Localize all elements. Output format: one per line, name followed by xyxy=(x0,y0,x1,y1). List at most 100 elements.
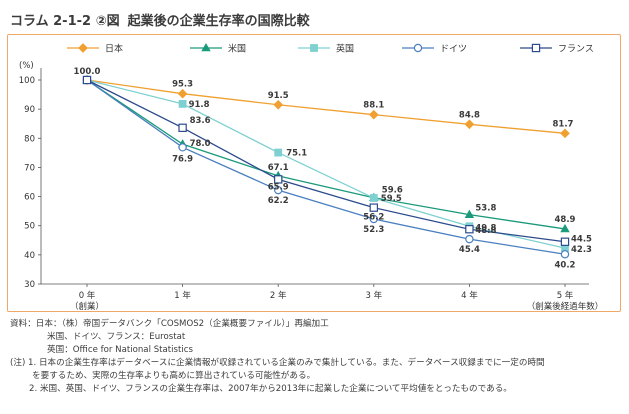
y-tick-label: 70 xyxy=(24,163,35,173)
data-point xyxy=(368,109,379,120)
line-chart: 日本 米国 英国 ドイツ フランス 30 40 50 60 70 80 90 100 (%) 0 年（創業）… xyxy=(19,43,603,313)
data-point xyxy=(177,88,188,99)
chart-frame xyxy=(7,34,621,312)
y-tick-label: 50 xyxy=(24,222,35,232)
data-label: 62.2 xyxy=(268,196,289,206)
data-label: 56.2 xyxy=(363,213,384,223)
data-label: 75.1 xyxy=(286,149,307,159)
data-label: 59.5 xyxy=(381,194,402,204)
source-notes: 資料：日本：（株）帝国データバンク「COSMOS2（企業概要ファイル）」再編加工… xyxy=(10,318,545,396)
data-label: 67.1 xyxy=(268,163,289,173)
data-label: 95.3 xyxy=(172,80,193,90)
data-label: 88.1 xyxy=(363,101,384,111)
data-label: 49.8 xyxy=(475,223,496,233)
series-line xyxy=(86,79,566,249)
legend-label: 米国 xyxy=(228,43,246,55)
y-tick-label: 30 xyxy=(24,280,35,290)
source-line-3: 英国：Office for National Statistics xyxy=(47,345,193,355)
data-point xyxy=(465,234,474,244)
legend-label: フランス xyxy=(558,44,594,55)
data-label: 53.8 xyxy=(475,204,496,214)
data-point xyxy=(369,214,378,224)
data-point xyxy=(178,123,187,132)
legend-item: 米国 xyxy=(190,43,246,55)
data-label: 76.9 xyxy=(172,154,193,164)
data-label: 100.0 xyxy=(74,67,101,77)
data-point xyxy=(465,225,474,234)
data-label: 78.0 xyxy=(190,139,211,149)
legend-item: フランス xyxy=(520,44,594,55)
y-tick-label: 90 xyxy=(24,105,35,115)
figure-title-text: 起業後の企業生存率の国際比較 xyxy=(127,14,310,29)
figure-title: コラム 2-1-2 ②図 起業後の企業生存率の国際比較 xyxy=(10,10,310,29)
chart-axes: 30 40 50 60 70 80 90 100 (%) 0 年（創業） 1 年 2 年 3 年 4 年 5… xyxy=(19,61,603,312)
data-point xyxy=(274,148,283,157)
series-line xyxy=(86,79,566,243)
legend-label: ドイツ xyxy=(440,45,467,55)
y-tick-label: 100 xyxy=(19,76,35,86)
x-tick-sublabel: （創業後経過年数） xyxy=(527,301,604,312)
data-label: 91.5 xyxy=(268,91,289,101)
series-line xyxy=(86,79,566,255)
data-point xyxy=(369,203,379,212)
data-label: 83.6 xyxy=(190,116,211,126)
data-label: 52.3 xyxy=(363,225,384,235)
data-point xyxy=(560,250,570,259)
data-point xyxy=(178,99,187,108)
legend-marker xyxy=(531,43,541,53)
note-line-2: 2. 米国、英国、ドイツ、フランスの企業生存率は、2007年から2013年に起業… xyxy=(29,384,512,394)
data-point xyxy=(560,128,570,139)
series-line xyxy=(86,79,566,134)
data-label: 65.9 xyxy=(268,182,289,192)
y-tick-label: 60 xyxy=(24,193,35,203)
data-point xyxy=(560,237,570,246)
series-フランス xyxy=(82,75,570,246)
note-line-1: (注) 1. 日本の企業生存率はデータベースに企業情報が収録されている企業のみで… xyxy=(10,358,545,368)
legend-item: 英国 xyxy=(298,43,354,55)
data-label: 91.8 xyxy=(189,100,210,110)
legend-item: ドイツ xyxy=(402,43,467,55)
x-tick-sublabel: （創業） xyxy=(70,301,104,312)
data-point xyxy=(273,99,284,110)
x-tick-label: 0 年 xyxy=(79,290,96,301)
data-point xyxy=(464,119,475,130)
legend-marker xyxy=(413,43,423,53)
data-point xyxy=(560,223,570,233)
data-point xyxy=(274,175,283,184)
legend-marker xyxy=(201,42,211,52)
legend-item: 日本 xyxy=(67,43,123,55)
x-tick-label: 5 年 xyxy=(557,290,574,301)
data-label: 44.5 xyxy=(571,235,592,245)
figure-label: コラム 2-1-2 ②図 xyxy=(10,14,120,29)
y-tick-label: 40 xyxy=(24,251,35,261)
data-label: 45.4 xyxy=(459,245,480,255)
data-point xyxy=(464,209,475,218)
legend-label: 日本 xyxy=(105,43,123,55)
note-line-1-cont: を要するため、実際の生存率よりも高めに算出されている可能性がある。 xyxy=(32,371,316,381)
series-line xyxy=(86,79,566,230)
data-point xyxy=(369,194,378,202)
data-point xyxy=(82,75,92,85)
x-tick-label: 4 年 xyxy=(461,290,478,301)
y-tick-label: 80 xyxy=(24,134,35,144)
legend-marker xyxy=(310,44,318,52)
x-tick-label: 3 年 xyxy=(365,290,382,301)
x-tick-label: 2 年 xyxy=(270,290,287,301)
data-label: 84.8 xyxy=(459,110,480,120)
data-point xyxy=(178,143,187,152)
x-tick-label: 1 年 xyxy=(174,290,191,301)
data-label: 40.2 xyxy=(555,260,576,270)
source-line-1: 資料：日本：（株）帝国データバンク「COSMOS2（企業概要ファイル）」再編加工 xyxy=(10,319,329,329)
chart-legend: 日本 米国 英国 ドイツ フランス xyxy=(67,43,594,55)
data-point xyxy=(274,185,283,195)
legend-marker xyxy=(78,43,88,53)
source-line-2: 米国、ドイツ、フランス：Eurostat xyxy=(47,332,186,342)
y-axis-unit: (%) xyxy=(19,61,34,71)
data-label: 42.3 xyxy=(571,245,592,255)
data-label: 48.8 xyxy=(475,226,496,236)
legend-label: 英国 xyxy=(336,43,354,55)
series-ドイツ xyxy=(82,75,570,259)
data-label: 81.7 xyxy=(553,119,574,129)
data-label: 59.6 xyxy=(382,186,403,196)
data-labels: 100.0 95.3 91.5 88.1 84.8 81.7 91.8 75.1 59.5 49.… xyxy=(74,67,593,270)
